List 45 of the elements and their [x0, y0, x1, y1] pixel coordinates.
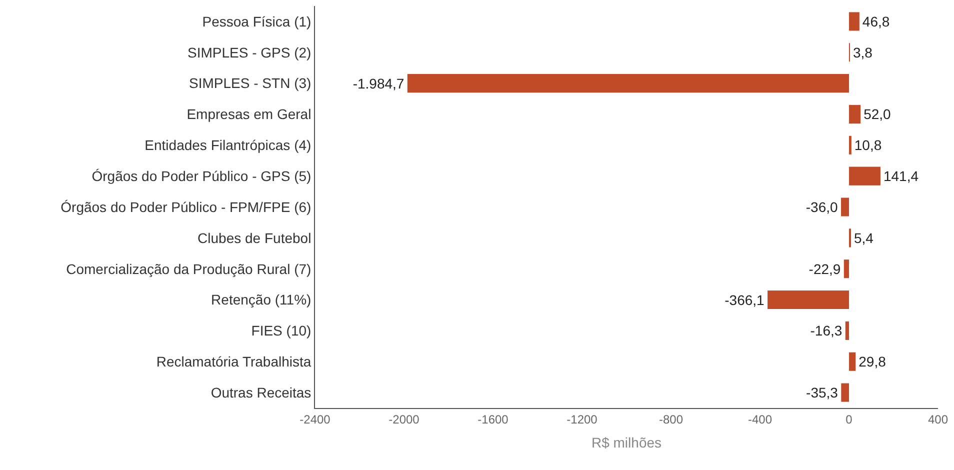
- x-tick-label: -2400: [300, 412, 331, 426]
- y-tick-label: Entidades Filantrópicas (4): [144, 137, 312, 154]
- y-tick-label: Outras Receitas: [210, 384, 312, 400]
- bar: [840, 198, 849, 216]
- data-label: 141,4: [883, 168, 919, 184]
- x-tick-label: -2000: [388, 412, 420, 426]
- bar: [845, 321, 849, 340]
- data-label: -366,1: [724, 292, 765, 308]
- bar: [841, 383, 849, 402]
- data-label: 46,8: [862, 13, 890, 30]
- data-label: -22,9: [808, 260, 841, 277]
- data-label: -35,3: [806, 384, 838, 401]
- x-tick-label: 400: [928, 412, 948, 426]
- bar: [849, 104, 861, 124]
- y-tick-label: Clubes de Futebol: [198, 230, 312, 246]
- y-tick-label: Pessoa Física (1): [202, 13, 312, 30]
- y-tick-label: Reclamatória Trabalhista: [156, 354, 312, 370]
- y-tick-label: SIMPLES - GPS (2): [187, 44, 312, 60]
- data-label: 29,8: [858, 354, 886, 370]
- y-tick-label: Comercialização da Produção Rural (7): [66, 260, 312, 277]
- x-tick-label: -1200: [566, 412, 598, 426]
- data-label: -36,0: [806, 199, 838, 215]
- bar: [849, 12, 860, 31]
- y-tick-label: Órgãos do Poder Público - FPM/FPE (6): [60, 198, 312, 215]
- y-tick-label: Órgãos do Poder Público - GPS (5): [92, 168, 312, 184]
- x-tick-label: 0: [846, 412, 853, 426]
- data-label: 52,0: [864, 106, 892, 122]
- x-tick-label: -400: [748, 412, 772, 426]
- bar: [407, 74, 849, 93]
- data-label: 10,8: [854, 137, 882, 154]
- x-axis-title: R$ milhões: [591, 434, 662, 451]
- bar: [849, 166, 880, 186]
- y-tick-label: Retenção (11%): [211, 292, 312, 308]
- y-tick-label: SIMPLES - STN (3): [189, 75, 312, 92]
- data-label: -1.984,7: [352, 75, 404, 92]
- x-tick-label: -1600: [478, 412, 509, 426]
- data-label: -16,3: [810, 322, 842, 339]
- bar: [844, 260, 849, 278]
- x-tick-label: -800: [658, 412, 684, 426]
- y-tick-label: Empresas em Geral: [186, 106, 312, 122]
- y-tick-label: FIES (10): [251, 322, 312, 339]
- bar: [768, 290, 849, 310]
- data-label: 5,4: [854, 230, 874, 246]
- data-label: 3,8: [853, 44, 873, 60]
- bar: [849, 352, 856, 371]
